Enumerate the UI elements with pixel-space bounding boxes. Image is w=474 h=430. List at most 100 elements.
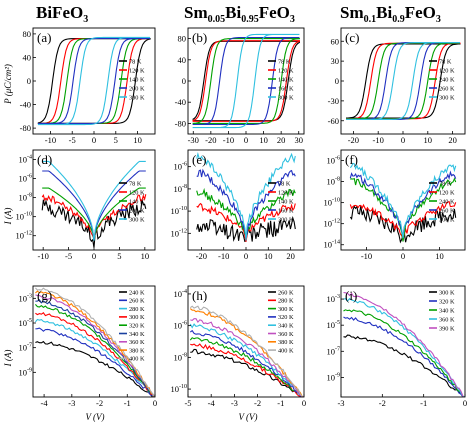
panel-a: -10 -5 0 5 10 -80 -40 0 40 80 (a) 78 K 120 K 140 K 200… (20, 27, 156, 145)
y-tick-label-d-1: 10-6 (19, 174, 33, 184)
x-tick-label-a-1: -5 (69, 135, 76, 145)
x-tick-label-c-2: 0 (401, 135, 405, 145)
x-tick-label-h-4: -1 (277, 398, 284, 408)
legend-label-a-2: 140 K (129, 76, 145, 83)
series-line-i-3 (343, 297, 465, 397)
y-tick-label-h-3: 10-10 (171, 384, 188, 394)
series-group-h (189, 305, 304, 397)
panel-e: -20 -10 0 10 20 10-6 10-8 10-10 10-12 (e) 78 K 120 … (171, 149, 305, 261)
y-tick-label-f-1: 10-8 (327, 177, 341, 187)
y-tick-label-c-4: 60 (331, 36, 340, 46)
series-line-c-2 (346, 42, 460, 120)
ylabel-current-bottom: I (A) (3, 350, 13, 368)
series-line-i-1 (343, 316, 465, 397)
legend-label-a-1: 120 K (129, 67, 145, 74)
panel-b: -30 -20 -10 0 10 20 30 -80 -40 0 40 80 (b) 78 K 120 K 1… (175, 27, 305, 145)
legend-label-f-0: 78 K (439, 180, 452, 187)
series-line-a-3 (37, 38, 151, 124)
panel-c: -20 -10 0 10 20 -60 -30 0 30 60 (c) 78 K 120 K 240 K 2… (328, 27, 466, 145)
y-tick-label-b-3: 40 (178, 55, 187, 65)
series-line-h-5 (190, 318, 304, 397)
y-tick-label-a-0: -80 (20, 123, 31, 133)
x-tick-label-a-0: -10 (45, 135, 56, 145)
x-tick-label-i-1: -2 (379, 398, 386, 408)
legend-label-g-8: 400 K (129, 356, 145, 363)
series-line-g-0 (35, 340, 155, 397)
legend-label-i-1: 320 K (439, 298, 455, 305)
legend-label-i-4: 390 K (439, 325, 455, 332)
y-tick-label-h-1: 10-6 (174, 321, 188, 331)
series-group-a (37, 36, 151, 126)
y-tick-label-i-1: 10-5 (327, 320, 341, 330)
x-tick-label-b-6: 30 (294, 135, 303, 145)
y-tick-label-f-4: 10-14 (324, 240, 341, 250)
panel-h: -5 -4 -3 -2 -1 0 10-4 10-6 10-8 10-10 (h) 260 K 280 … (171, 285, 306, 408)
legend-label-c-3: 260 K (439, 85, 455, 92)
legend-label-f-3: 260 K (439, 207, 455, 214)
y-tick-label-b-4: 80 (178, 34, 187, 44)
series-group-i (343, 291, 465, 397)
legend-label-e-4: 300 K (278, 216, 294, 223)
y-tick-label-g-0: 10-3 (19, 293, 33, 303)
legend-label-f-2: 240 K (439, 198, 455, 205)
series-line-e-4 (196, 151, 296, 241)
legend-label-d-0: 78 K (129, 180, 142, 187)
x-tick-label-h-5: 0 (302, 398, 306, 408)
legend-label-g-5: 340 K (129, 331, 145, 338)
x-tick-label-g-1: -3 (68, 398, 75, 408)
series-group-g (34, 287, 155, 397)
y-tick-label-d-4: 10-12 (16, 231, 33, 241)
series-line-c-4 (346, 42, 460, 120)
y-tick-label-i-0: 10-3 (327, 294, 341, 304)
x-tick-label-h-2: -3 (231, 398, 238, 408)
legend-label-f-1: 120 K (439, 189, 455, 196)
y-tick-label-f-3: 10-12 (324, 219, 341, 229)
x-tick-label-g-3: -1 (124, 398, 131, 408)
x-tick-label-e-0: -20 (196, 251, 207, 261)
series-line-h-4 (189, 323, 304, 397)
legend-label-c-1: 120 K (439, 67, 455, 74)
x-tick-label-f-2: 10 (435, 251, 444, 261)
y-tick-label-g-2: 10-7 (19, 343, 33, 353)
y-tick-label-e-1: 10-8 (174, 184, 188, 194)
panel-letter-d: (d) (37, 152, 52, 167)
x-tick-label-e-4: 20 (286, 251, 295, 261)
x-tick-label-e-3: 10 (264, 251, 273, 261)
series-line-h-0 (190, 348, 304, 397)
legend-label-g-6: 360 K (129, 339, 145, 346)
ylabel-current-mid: I (A) (3, 208, 13, 226)
y-tick-label-f-2: 10-10 (324, 198, 341, 208)
column-title-bifeo3: BiFeO3 (36, 3, 88, 25)
legend-label-b-3: 160 K (278, 85, 294, 92)
y-tick-label-d-0: 10-4 (19, 155, 33, 165)
x-tick-label-d-3: 5 (117, 251, 121, 261)
legend-label-d-4: 300 K (129, 216, 145, 223)
legend-label-h-2: 300 K (278, 306, 294, 313)
series-group-c (346, 42, 461, 120)
series-group-d (41, 160, 147, 248)
y-tick-label-g-3: 10-9 (19, 367, 33, 377)
series-line-i-4 (343, 291, 465, 397)
legend-label-e-2: 140 K (278, 198, 294, 205)
x-tick-label-b-2: -10 (223, 135, 234, 145)
x-tick-label-f-1: 0 (401, 251, 405, 261)
legend-label-d-3: 200 K (129, 207, 145, 214)
series-line-f-2 (350, 177, 457, 242)
y-tick-label-a-3: 40 (23, 52, 32, 62)
legend-label-h-5: 360 K (278, 331, 294, 338)
y-tick-label-a-4: 80 (23, 29, 32, 39)
y-tick-label-c-0: -60 (328, 116, 339, 126)
x-tick-label-i-0: -3 (337, 398, 344, 408)
x-tick-label-d-4: 10 (141, 251, 150, 261)
x-tick-label-e-2: 0 (244, 251, 248, 261)
series-line-h-2 (189, 337, 303, 397)
y-tick-label-e-2: 10-10 (171, 206, 188, 216)
y-tick-label-h-0: 10-4 (174, 289, 188, 299)
legend-label-c-0: 78 K (439, 58, 452, 65)
panel-g: -4 -3 -2 -1 0 10-3 10-5 10-7 10-9 (g) 240 K 260 K28… (19, 285, 157, 408)
series-line-g-7 (35, 290, 155, 397)
x-tick-label-d-1: -5 (65, 251, 72, 261)
series-line-b-4 (192, 33, 300, 129)
panel-i: -3 -2 -1 0 10-3 10-5 10-7 10-9 (i) 300 K 320 K 340 … (327, 285, 467, 408)
x-tick-label-d-0: -10 (37, 251, 48, 261)
